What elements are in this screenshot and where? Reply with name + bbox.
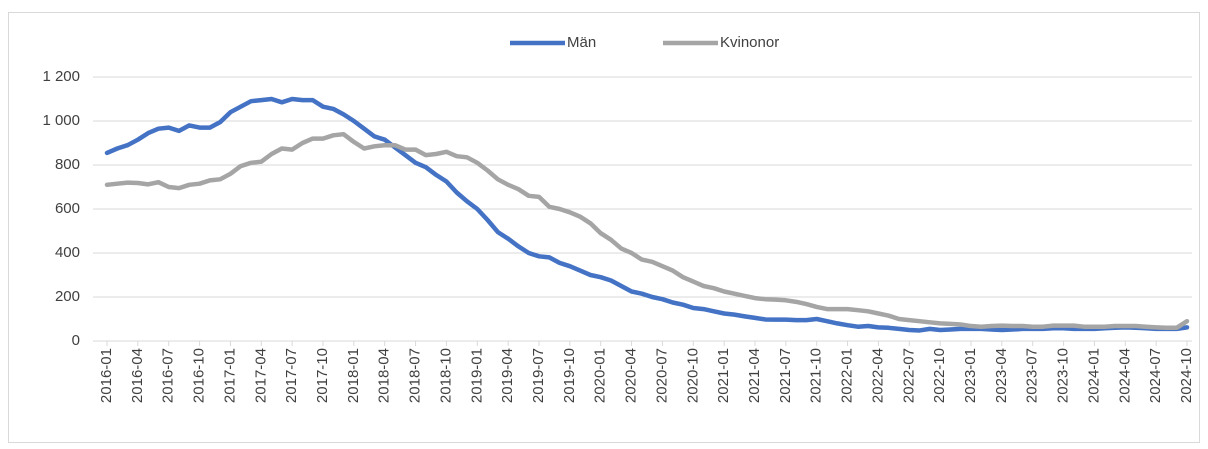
x-tick-label: 2018-01 xyxy=(345,348,362,403)
x-tick-label: 2021-10 xyxy=(808,348,825,403)
x-tick-label: 2024-04 xyxy=(1116,348,1133,403)
x-tick-label: 2024-07 xyxy=(1147,348,1164,403)
x-tick-label: 2016-10 xyxy=(191,348,208,403)
series-line xyxy=(104,131,1190,331)
x-tick-label: 2022-07 xyxy=(900,348,917,403)
x-tick-label: 2017-04 xyxy=(252,348,269,403)
y-tick-label: 200 xyxy=(55,288,80,305)
x-tick-label: 2016-01 xyxy=(98,348,115,403)
series-line xyxy=(104,96,1190,333)
legend-label: Män xyxy=(567,34,596,51)
x-tick-label: 2020-10 xyxy=(684,348,701,403)
x-tick-label: 2023-01 xyxy=(962,348,979,403)
x-tick-label: 2017-01 xyxy=(221,348,238,403)
x-tick-label: 2017-07 xyxy=(283,348,300,403)
x-tick-label: 2018-07 xyxy=(407,348,424,403)
y-tick-label: 400 xyxy=(55,244,80,261)
x-tick-label: 2024-01 xyxy=(1085,348,1102,403)
y-tick-label: 1 200 xyxy=(42,68,80,85)
x-tick-label: 2022-01 xyxy=(839,348,856,403)
y-tick-label: 800 xyxy=(55,156,80,173)
x-tick-label: 2024-10 xyxy=(1178,348,1195,403)
y-tick-label: 0 xyxy=(72,332,80,349)
x-tick-label: 2021-01 xyxy=(715,348,732,403)
x-tick-label: 2019-01 xyxy=(468,348,485,403)
x-tick-label: 2016-07 xyxy=(160,348,177,403)
x-tick-label: 2020-04 xyxy=(623,348,640,403)
x-tick-label: 2017-10 xyxy=(314,348,331,403)
x-tick-label: 2021-07 xyxy=(777,348,794,403)
x-tick-label: 2020-07 xyxy=(653,348,670,403)
legend-label: Kvinonor xyxy=(720,34,779,51)
x-tick-label: 2023-10 xyxy=(1055,348,1072,403)
x-tick-label: 2016-04 xyxy=(129,348,146,403)
y-tick-label: 1 000 xyxy=(42,112,80,129)
x-tick-label: 2023-07 xyxy=(1024,348,1041,403)
x-tick-label: 2020-01 xyxy=(592,348,609,403)
x-tick-label: 2019-07 xyxy=(530,348,547,403)
x-tick-label: 2022-10 xyxy=(931,348,948,403)
x-tick-label: 2022-04 xyxy=(869,348,886,403)
x-tick-label: 2018-04 xyxy=(376,348,393,403)
x-tick-label: 2023-04 xyxy=(993,348,1010,403)
x-tick-label: 2019-04 xyxy=(499,348,516,403)
x-tick-label: 2019-10 xyxy=(561,348,578,403)
x-tick-label: 2021-04 xyxy=(746,348,763,403)
chart-border xyxy=(8,12,1200,443)
x-tick-label: 2018-10 xyxy=(437,348,454,403)
y-tick-label: 600 xyxy=(55,200,80,217)
